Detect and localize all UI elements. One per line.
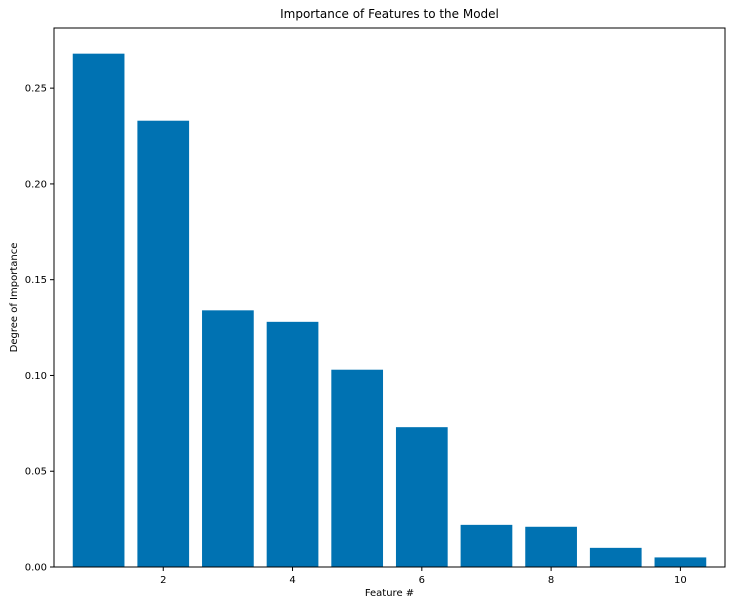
x-tick-label: 10 bbox=[674, 575, 687, 586]
y-axis-label: Degree of Importance bbox=[9, 243, 20, 353]
bar-feature-4 bbox=[266, 321, 319, 567]
bar-feature-10 bbox=[654, 557, 707, 567]
bar-feature-5 bbox=[331, 369, 384, 567]
y-tick-label: 0.00 bbox=[25, 563, 47, 574]
y-tick-label: 0.20 bbox=[25, 179, 47, 190]
y-tick-label: 0.25 bbox=[25, 84, 47, 95]
plot-area-frame bbox=[53, 27, 726, 568]
x-tick-label: 2 bbox=[160, 575, 166, 586]
x-tick-label: 8 bbox=[548, 575, 554, 586]
bar-feature-7 bbox=[460, 524, 513, 567]
bar-feature-1 bbox=[72, 53, 125, 568]
y-tick-label: 0.05 bbox=[25, 467, 47, 478]
chart-title: Importance of Features to the Model bbox=[280, 7, 499, 21]
bar-feature-8 bbox=[525, 526, 577, 567]
y-axis-ticks: 0.00 0.05 0.10 0.15 0.20 0.25 bbox=[25, 84, 54, 574]
x-tick-label: 6 bbox=[419, 575, 425, 586]
x-tick-label: 4 bbox=[289, 575, 295, 586]
y-tick-label: 0.10 bbox=[25, 371, 47, 382]
bar-feature-9 bbox=[589, 547, 642, 567]
bar-feature-6 bbox=[395, 427, 448, 567]
bars-group bbox=[72, 53, 707, 568]
x-axis-ticks: 2 4 6 8 10 bbox=[160, 567, 687, 586]
bar-feature-3 bbox=[202, 310, 254, 567]
bar-feature-2 bbox=[137, 120, 190, 568]
y-tick-label: 0.15 bbox=[25, 275, 47, 286]
x-axis-label: Feature # bbox=[365, 588, 414, 599]
